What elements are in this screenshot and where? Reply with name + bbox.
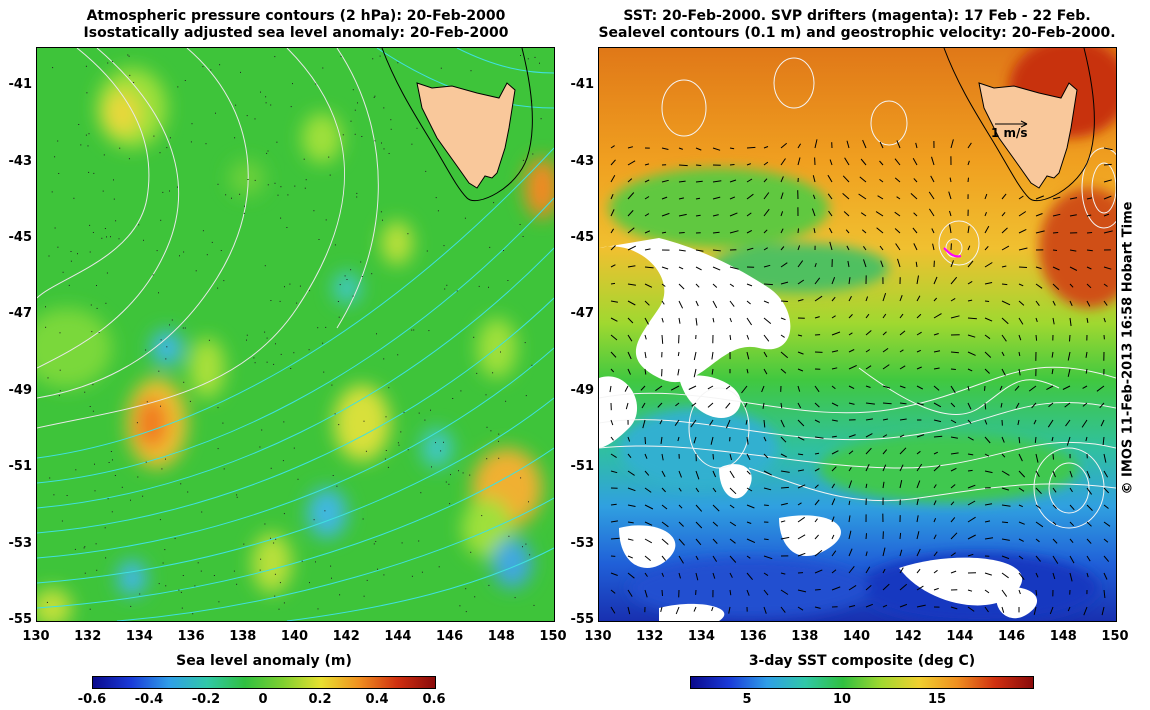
left-title: Atmospheric pressure contours (2 hPa): 2… bbox=[36, 8, 556, 42]
left-colorbar-tick: -0.2 bbox=[191, 692, 221, 707]
sea-level-anomaly-map[interactable] bbox=[36, 47, 555, 622]
sst-map-svg: 1 m/s bbox=[599, 48, 1116, 621]
left-title-line2: Isostatically adjusted sea level anomaly… bbox=[83, 25, 509, 41]
right-lon-tick: 132 bbox=[636, 629, 664, 644]
right-colorbar bbox=[690, 676, 1034, 689]
sst-sea-level-contours bbox=[599, 57, 1116, 529]
shelf-contour bbox=[943, 48, 1095, 202]
left-lon-tick: 134 bbox=[125, 629, 153, 644]
left-lon-tick: 148 bbox=[487, 629, 515, 644]
sla-track-dots bbox=[45, 54, 542, 615]
tasmania-land bbox=[978, 82, 1078, 189]
right-title-line1: SST: 20-Feb-2000. SVP drifters (magenta)… bbox=[623, 8, 1091, 24]
sst-map[interactable]: 1 m/s bbox=[598, 47, 1117, 622]
geostrophic-velocity-arrows bbox=[609, 139, 1113, 616]
left-lat-tick: -47 bbox=[8, 306, 33, 322]
right-lat-tick: -43 bbox=[570, 153, 595, 169]
left-lon-tick: 144 bbox=[384, 629, 412, 644]
right-lat-tick: -41 bbox=[570, 77, 595, 93]
left-colorbar-tick: -0.6 bbox=[77, 692, 107, 707]
left-colorbar-tick: 0.6 bbox=[422, 692, 446, 707]
right-lon-tick: 136 bbox=[739, 629, 767, 644]
left-lat-tick: -43 bbox=[8, 153, 33, 169]
left-lon-tick: 142 bbox=[332, 629, 360, 644]
left-colorbar-label: Sea level anomaly (m) bbox=[176, 653, 352, 669]
left-lon-tick: 140 bbox=[280, 629, 309, 644]
left-colorbar-tick: 0.4 bbox=[365, 692, 389, 707]
credit-text: © IMOS 11-Feb-2013 16:58 Hobart Time bbox=[1120, 201, 1136, 495]
velocity-scale-label: 1 m/s bbox=[991, 126, 1028, 140]
right-colorbar-tick: 5 bbox=[742, 692, 752, 707]
right-lon-tick: 138 bbox=[791, 629, 819, 644]
left-colorbar bbox=[92, 676, 436, 689]
right-colorbar-tick: 10 bbox=[832, 692, 852, 707]
left-title-line1: Atmospheric pressure contours (2 hPa): 2… bbox=[86, 8, 506, 24]
right-lat-tick: -51 bbox=[570, 459, 595, 475]
velocity-scale-arrowhead bbox=[1020, 120, 1028, 128]
right-lat-tick: -45 bbox=[570, 230, 595, 245]
right-lon-tick: 134 bbox=[687, 629, 715, 644]
left-lat-tick: -49 bbox=[8, 382, 33, 398]
right-title-line2: Sealevel contours (0.1 m) and geostrophi… bbox=[598, 25, 1116, 41]
left-lat-tick: -45 bbox=[8, 230, 33, 245]
right-lon-tick: 144 bbox=[946, 629, 974, 644]
left-lat-tick: -41 bbox=[8, 77, 33, 93]
right-lat-tick: -53 bbox=[570, 535, 595, 551]
right-lon-tick: 130 bbox=[584, 629, 612, 644]
left-colorbar-tick: 0.2 bbox=[308, 692, 332, 707]
right-colorbar-label: 3-day SST composite (deg C) bbox=[748, 653, 976, 669]
right-lat-tick: -47 bbox=[570, 306, 595, 322]
right-title: SST: 20-Feb-2000. SVP drifters (magenta)… bbox=[592, 8, 1122, 42]
left-lon-tick: 130 bbox=[22, 629, 50, 644]
left-lat-tick: -51 bbox=[8, 459, 33, 475]
shelf-contour bbox=[381, 48, 533, 202]
left-lat-tick: -55 bbox=[8, 612, 33, 627]
left-lon-tick: 150 bbox=[539, 629, 567, 644]
sea-level-contours bbox=[37, 48, 554, 621]
left-lon-tick: 138 bbox=[229, 629, 257, 644]
right-lon-tick: 150 bbox=[1101, 629, 1129, 644]
right-lon-tick: 148 bbox=[1049, 629, 1077, 644]
left-lon-tick: 136 bbox=[177, 629, 205, 644]
right-lon-tick: 140 bbox=[842, 629, 871, 644]
sst-features bbox=[609, 48, 1116, 621]
right-lat-tick: -55 bbox=[570, 612, 595, 627]
left-lat-tick: -53 bbox=[8, 535, 33, 551]
left-colorbar-tick: 0 bbox=[258, 692, 268, 707]
right-colorbar-tick: 15 bbox=[927, 692, 947, 707]
left-lon-tick: 132 bbox=[74, 629, 102, 644]
right-lat-tick: -49 bbox=[570, 382, 595, 398]
svp-drifter-track bbox=[943, 247, 962, 258]
tasmania-land bbox=[416, 82, 516, 189]
left-lon-tick: 146 bbox=[436, 629, 464, 644]
sla-map-svg bbox=[37, 48, 554, 621]
left-colorbar-tick: -0.4 bbox=[134, 692, 164, 707]
pressure-contours bbox=[37, 48, 379, 429]
right-lon-tick: 146 bbox=[998, 629, 1026, 644]
right-lon-tick: 142 bbox=[894, 629, 922, 644]
cloud-mask bbox=[599, 238, 1038, 621]
